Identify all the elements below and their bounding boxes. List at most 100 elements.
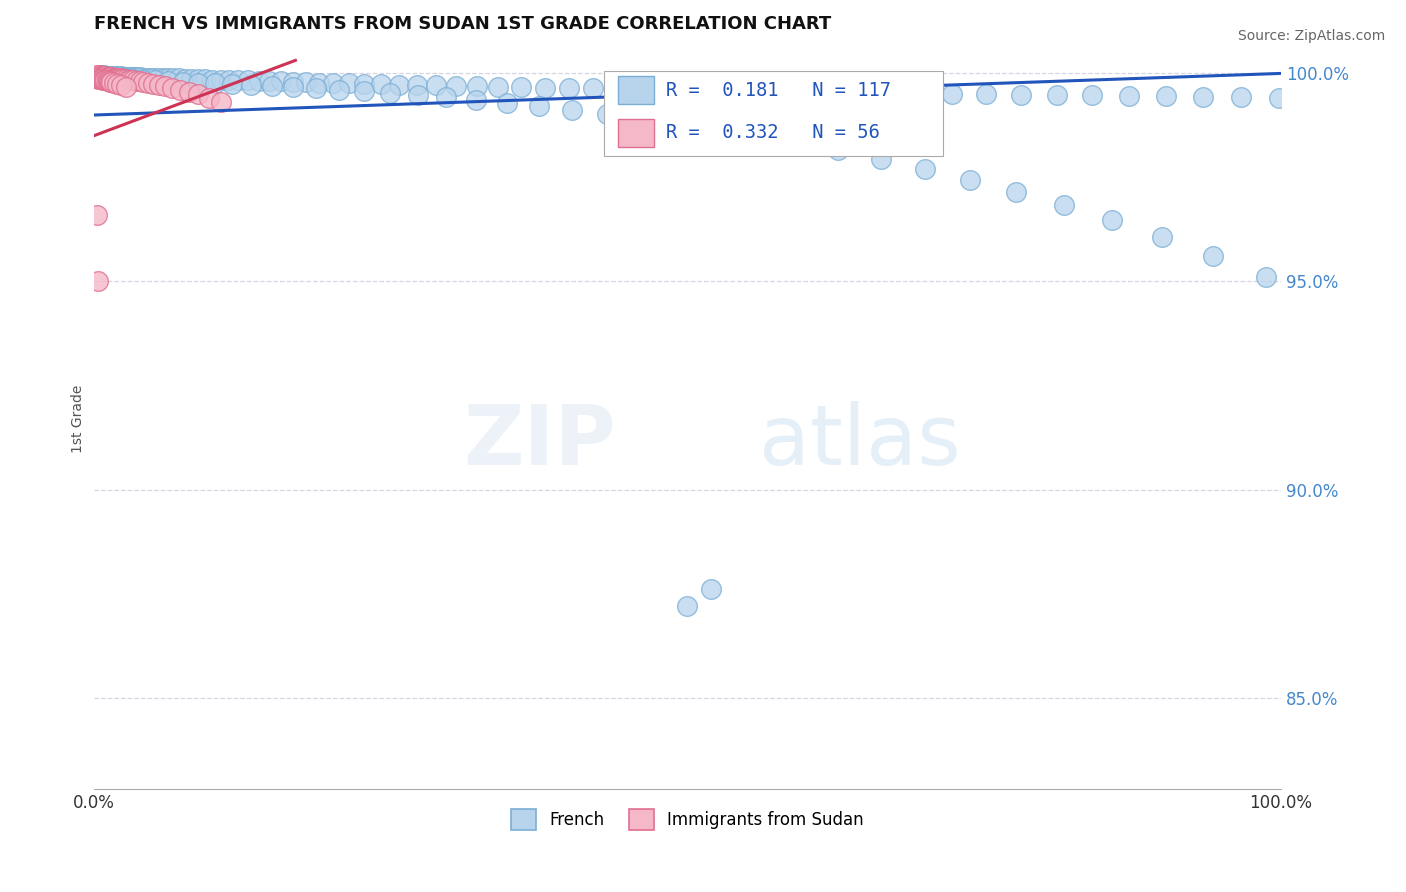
Point xyxy=(90,72,112,87)
Point xyxy=(595,107,617,121)
Point xyxy=(842,86,865,100)
Point xyxy=(96,70,118,84)
Point xyxy=(90,69,112,83)
Point xyxy=(103,76,125,90)
Point xyxy=(260,78,283,93)
Point xyxy=(120,73,142,87)
Point xyxy=(153,79,176,94)
Point xyxy=(370,77,392,91)
Point xyxy=(209,72,232,87)
Point xyxy=(914,162,936,177)
Point xyxy=(127,70,149,85)
Bar xyxy=(619,119,654,147)
Point xyxy=(97,74,120,88)
Point xyxy=(121,73,143,87)
Point xyxy=(86,71,108,86)
Point xyxy=(98,70,121,85)
Point xyxy=(90,69,112,83)
Point xyxy=(94,73,117,87)
Point xyxy=(495,95,517,110)
Point xyxy=(87,71,110,86)
Point xyxy=(201,72,224,87)
Point xyxy=(114,80,136,95)
Point xyxy=(464,93,486,107)
Y-axis label: 1st Grade: 1st Grade xyxy=(72,384,86,453)
Point xyxy=(110,78,132,93)
Point xyxy=(103,70,125,85)
Point xyxy=(93,69,115,83)
Point xyxy=(89,69,111,83)
Point xyxy=(91,72,114,87)
Point xyxy=(247,74,270,88)
Point xyxy=(105,70,128,84)
Point xyxy=(228,73,250,87)
Point xyxy=(136,76,159,90)
FancyBboxPatch shape xyxy=(605,70,942,156)
Point xyxy=(1045,88,1067,103)
Point xyxy=(634,82,657,96)
Point xyxy=(209,95,232,109)
Point xyxy=(98,75,121,89)
Point xyxy=(308,76,330,90)
Point xyxy=(259,74,281,88)
Point xyxy=(86,69,108,83)
Point xyxy=(96,73,118,87)
Point xyxy=(405,78,427,92)
Point xyxy=(187,72,209,87)
Point xyxy=(187,87,209,102)
Point xyxy=(662,83,685,97)
Point xyxy=(236,73,259,87)
Point xyxy=(1053,198,1076,212)
Point xyxy=(194,72,217,87)
Point xyxy=(101,70,124,85)
Point xyxy=(270,74,292,88)
Point xyxy=(112,71,135,86)
Point xyxy=(533,80,555,95)
Point xyxy=(304,81,326,95)
Point xyxy=(117,72,139,87)
Point xyxy=(1010,87,1032,102)
Point xyxy=(197,90,219,104)
Text: R =  0.332   N = 56: R = 0.332 N = 56 xyxy=(666,123,880,143)
Point xyxy=(1254,269,1277,284)
Point xyxy=(706,122,728,136)
Point xyxy=(869,152,891,166)
Point xyxy=(105,77,128,91)
Point xyxy=(104,70,127,85)
Point xyxy=(167,71,190,86)
Point xyxy=(110,71,132,86)
Point xyxy=(745,128,768,143)
Point xyxy=(582,81,605,95)
Point xyxy=(527,99,550,113)
Point xyxy=(1081,88,1104,103)
Legend: French, Immigrants from Sudan: French, Immigrants from Sudan xyxy=(503,803,870,837)
Point xyxy=(157,74,180,88)
Point xyxy=(718,84,741,98)
Point xyxy=(87,275,110,289)
Point xyxy=(700,582,723,597)
Point xyxy=(668,116,690,130)
Point xyxy=(89,71,111,86)
Text: R =  0.181   N = 117: R = 0.181 N = 117 xyxy=(666,81,891,100)
Point xyxy=(117,70,139,84)
Point xyxy=(941,87,963,101)
Point xyxy=(1191,89,1213,103)
Point xyxy=(97,70,120,84)
Point xyxy=(152,70,174,85)
Point xyxy=(139,70,162,85)
Point xyxy=(97,70,120,85)
Point xyxy=(406,88,429,103)
Point xyxy=(827,144,849,158)
Point xyxy=(94,70,117,84)
Point xyxy=(676,599,699,613)
Point xyxy=(557,81,579,95)
Point xyxy=(157,70,180,85)
Point xyxy=(98,74,121,88)
Point xyxy=(295,75,318,89)
Point xyxy=(353,84,375,98)
Point xyxy=(120,70,142,84)
Point xyxy=(90,69,112,83)
Point xyxy=(353,77,375,91)
Point xyxy=(148,70,170,85)
Point xyxy=(108,71,131,86)
